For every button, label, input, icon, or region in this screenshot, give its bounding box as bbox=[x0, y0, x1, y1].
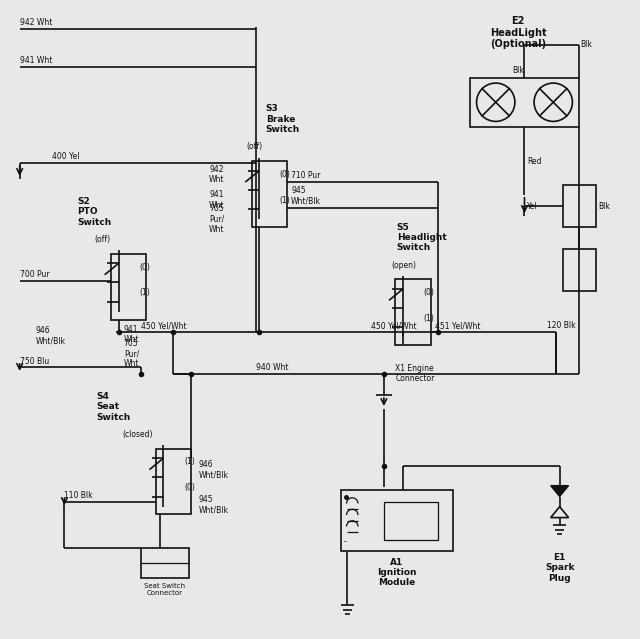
Text: Blk: Blk bbox=[512, 66, 524, 75]
Text: S2
PTO
Switch: S2 PTO Switch bbox=[77, 197, 111, 227]
Text: Seat Switch
Connector: Seat Switch Connector bbox=[145, 583, 186, 596]
Text: 945
Wht/Blk: 945 Wht/Blk bbox=[291, 186, 321, 205]
Text: 705
Pur/
Wht: 705 Pur/ Wht bbox=[209, 204, 224, 234]
Text: Blk: Blk bbox=[598, 202, 610, 211]
Text: (1): (1) bbox=[184, 458, 195, 466]
Bar bbox=[563, 249, 596, 291]
Text: 450 Yel/Wht: 450 Yel/Wht bbox=[371, 321, 417, 330]
Text: (open): (open) bbox=[392, 261, 417, 270]
Text: 710 Pur: 710 Pur bbox=[291, 171, 321, 180]
Bar bbox=[563, 185, 596, 227]
Text: 400 Yel: 400 Yel bbox=[52, 152, 79, 161]
Text: Red: Red bbox=[527, 157, 542, 166]
Text: 451 Yel/Wht: 451 Yel/Wht bbox=[435, 321, 481, 330]
Text: (1): (1) bbox=[139, 288, 150, 297]
Text: Blk: Blk bbox=[580, 40, 593, 49]
Text: S5
Headlight
Switch: S5 Headlight Switch bbox=[397, 222, 447, 252]
Text: (off): (off) bbox=[246, 142, 262, 151]
Bar bbox=[156, 449, 191, 514]
Text: 110 Blk: 110 Blk bbox=[65, 491, 93, 500]
Text: E2
HeadLight
(Optional): E2 HeadLight (Optional) bbox=[490, 16, 547, 49]
Text: (0): (0) bbox=[139, 263, 150, 272]
Text: 940 Wht: 940 Wht bbox=[256, 363, 289, 372]
Text: 750 Blu: 750 Blu bbox=[20, 357, 49, 366]
Text: 450 Yel/Wht: 450 Yel/Wht bbox=[141, 321, 187, 330]
Text: 946
Wht/Blk: 946 Wht/Blk bbox=[36, 326, 66, 345]
Text: (off): (off) bbox=[95, 235, 111, 244]
Text: (0): (0) bbox=[184, 483, 195, 492]
Text: 942 Wht: 942 Wht bbox=[20, 18, 52, 27]
Text: 946
Wht/Blk: 946 Wht/Blk bbox=[198, 460, 228, 479]
Text: E1
Spark
Plug: E1 Spark Plug bbox=[545, 553, 574, 583]
Bar bbox=[252, 161, 287, 227]
Text: (1): (1) bbox=[280, 196, 291, 204]
Bar bbox=[340, 491, 452, 551]
Bar bbox=[470, 78, 579, 127]
Text: A1
Ignition
Module: A1 Ignition Module bbox=[377, 557, 417, 587]
Text: 941 Wht: 941 Wht bbox=[20, 56, 52, 65]
Text: 941
Wht: 941 Wht bbox=[124, 325, 140, 344]
Text: 705
Pur/
Wht: 705 Pur/ Wht bbox=[124, 339, 140, 369]
Text: S3
Brake
Switch: S3 Brake Switch bbox=[266, 104, 300, 134]
Text: X1 Engine
Connector: X1 Engine Connector bbox=[396, 364, 435, 383]
Text: (0): (0) bbox=[424, 288, 435, 297]
Text: (0): (0) bbox=[280, 170, 291, 179]
Text: Yel: Yel bbox=[527, 202, 537, 211]
Bar bbox=[111, 254, 146, 320]
Text: 941
Wht: 941 Wht bbox=[209, 190, 224, 210]
Text: -: - bbox=[343, 537, 346, 546]
Bar bbox=[396, 279, 431, 345]
Polygon shape bbox=[550, 486, 568, 497]
Text: 120 Blk: 120 Blk bbox=[547, 321, 575, 330]
Text: 942
Wht: 942 Wht bbox=[209, 165, 224, 184]
Text: 945
Wht/Blk: 945 Wht/Blk bbox=[198, 495, 228, 514]
Bar bbox=[141, 548, 189, 578]
Text: (closed): (closed) bbox=[123, 430, 153, 439]
Text: (1): (1) bbox=[424, 314, 435, 323]
Text: 700 Pur: 700 Pur bbox=[20, 270, 49, 279]
Bar bbox=[384, 502, 438, 540]
Text: S4
Seat
Switch: S4 Seat Switch bbox=[97, 392, 131, 422]
